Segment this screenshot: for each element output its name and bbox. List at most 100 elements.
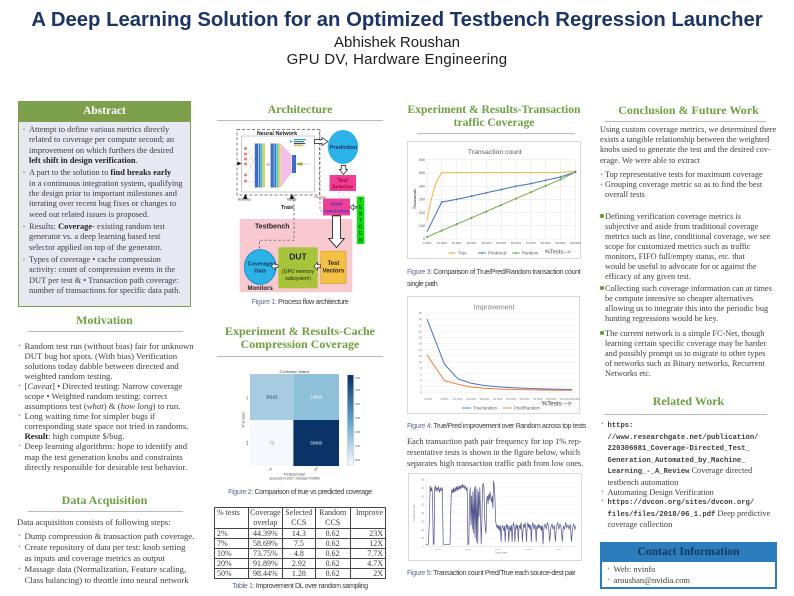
svg-text:20: 20	[421, 529, 424, 532]
svg-text:26: 26	[419, 311, 423, 315]
svg-text:0.00%: 0.00%	[423, 241, 432, 245]
svg-text:10000: 10000	[355, 444, 360, 448]
svg-text:Improvement: Improvement	[474, 305, 515, 312]
svg-text:%Tests -->: %Tests -->	[542, 401, 572, 408]
svg-text:500: 500	[419, 171, 425, 175]
svg-text:Test: Test	[327, 261, 339, 267]
svg-text:5000: 5000	[355, 458, 360, 462]
svg-text:no: no	[268, 466, 273, 471]
svg-text:50.00%: 50.00%	[496, 241, 507, 245]
svg-text:70.00%: 70.00%	[533, 397, 543, 401]
svg-text:100: 100	[419, 224, 425, 228]
svg-text:2: 2	[420, 385, 422, 389]
svg-text:constraints: constraints	[324, 209, 349, 214]
svg-text:80: 80	[421, 479, 424, 482]
svg-text:40000: 40000	[355, 388, 360, 392]
svg-text:6: 6	[420, 372, 422, 376]
svg-text:S: S	[359, 211, 363, 217]
svg-text:56450: 56450	[310, 441, 322, 446]
svg-text:100.00%: 100.00%	[569, 397, 580, 401]
svg-text:8: 8	[420, 366, 422, 370]
svg-text:1.00%: 1.00%	[424, 397, 433, 401]
svg-text:70.00%: 70.00%	[526, 241, 537, 245]
svg-text:73: 73	[269, 441, 274, 446]
svg-text:4: 4	[420, 378, 422, 382]
svg-text:30.00%: 30.00%	[466, 241, 477, 245]
svg-text:Predicted label: Predicted label	[284, 473, 305, 477]
svg-text:10: 10	[421, 537, 424, 540]
svg-text:Data: Data	[254, 269, 267, 275]
svg-text:300: 300	[419, 198, 425, 202]
svg-text:100.00%: 100.00%	[569, 241, 581, 245]
svg-text:Testbench: Testbench	[255, 224, 290, 231]
svg-text:src-dst: src-dst	[435, 548, 441, 551]
svg-text:12: 12	[419, 354, 423, 358]
svg-text:N: N	[359, 238, 363, 244]
svg-text:20: 20	[419, 329, 423, 333]
svg-text:Test: Test	[337, 178, 348, 184]
svg-text:40.00%: 40.00%	[493, 397, 503, 401]
svg-text:35000: 35000	[355, 402, 360, 406]
svg-text:16: 16	[419, 342, 423, 346]
svg-text:60.00%: 60.00%	[511, 241, 522, 245]
svg-text:10.00%: 10.00%	[437, 241, 448, 245]
svg-text:30.00%: 30.00%	[479, 397, 489, 401]
svg-text:features: features	[238, 198, 251, 202]
svg-text:Prediction: Prediction	[330, 145, 358, 151]
svg-text:70: 70	[421, 487, 424, 490]
svg-text:50000: 50000	[355, 376, 360, 380]
svg-text:18: 18	[419, 336, 423, 340]
svg-text:Knob: Knob	[331, 202, 343, 207]
svg-text:36163: 36163	[266, 395, 278, 400]
svg-text:60: 60	[421, 495, 424, 498]
svg-text:20.00%: 20.00%	[466, 397, 476, 401]
svg-text:30000: 30000	[355, 416, 360, 420]
svg-text:True: True	[458, 251, 467, 256]
svg-text:yes: yes	[245, 440, 249, 445]
svg-text:yes: yes	[313, 465, 319, 471]
svg-text:src-dst: src-dst	[525, 548, 531, 551]
svg-text:0: 0	[423, 237, 425, 241]
svg-text:400: 400	[419, 184, 425, 188]
svg-text:24: 24	[419, 317, 423, 321]
svg-text:subsystem): subsystem)	[285, 276, 311, 282]
svg-text:20.00%: 20.00%	[452, 241, 463, 245]
svg-text:src-dst: src-dst	[465, 548, 471, 551]
svg-text:DUT: DUT	[289, 252, 307, 262]
svg-text:Confusion Matrix: Confusion Matrix	[279, 369, 309, 374]
svg-text:90.00%: 90.00%	[560, 397, 570, 401]
svg-text:Monitors: Monitors	[248, 286, 274, 292]
svg-text:src-dst: src-dst	[495, 548, 501, 551]
svg-text:50.00%: 50.00%	[506, 397, 516, 401]
svg-text:Train: Train	[281, 205, 294, 211]
svg-text:0: 0	[423, 546, 425, 549]
svg-text:G: G	[358, 225, 362, 231]
svg-text:20000: 20000	[355, 430, 360, 434]
svg-text:Trans pairs: Trans pairs	[495, 551, 509, 555]
svg-text:50: 50	[421, 504, 424, 507]
svg-text:True/random: True/random	[473, 406, 497, 411]
svg-text:Thousands: Thousands	[413, 189, 417, 209]
svg-text:labels: labels	[287, 198, 297, 202]
svg-text:90.00%: 90.00%	[556, 241, 567, 245]
svg-text:40.00%: 40.00%	[481, 241, 492, 245]
svg-text:200: 200	[419, 211, 425, 215]
svg-text:80.00%: 80.00%	[541, 241, 552, 245]
svg-text:(GPU memory: (GPU memory	[282, 269, 314, 275]
svg-text:Coverage: Coverage	[248, 262, 273, 268]
svg-text:E: E	[359, 205, 363, 211]
svg-text:14846: 14846	[310, 395, 322, 400]
svg-text:src-dst: src-dst	[555, 548, 561, 551]
svg-text:10.00%: 10.00%	[453, 397, 463, 401]
svg-text:Pred/Random: Pred/Random	[514, 406, 540, 411]
svg-text:Selector: Selector	[332, 185, 354, 191]
svg-text:Vectors: Vectors	[323, 269, 345, 275]
svg-text:30: 30	[421, 520, 424, 523]
svg-text:80.00%: 80.00%	[546, 397, 556, 401]
svg-text:10: 10	[419, 360, 423, 364]
svg-text:0: 0	[420, 391, 422, 395]
svg-text:60.00%: 60.00%	[520, 397, 530, 401]
svg-text:T: T	[359, 218, 363, 224]
svg-text:Random: Random	[522, 251, 539, 256]
svg-text:5.00%: 5.00%	[440, 397, 449, 401]
